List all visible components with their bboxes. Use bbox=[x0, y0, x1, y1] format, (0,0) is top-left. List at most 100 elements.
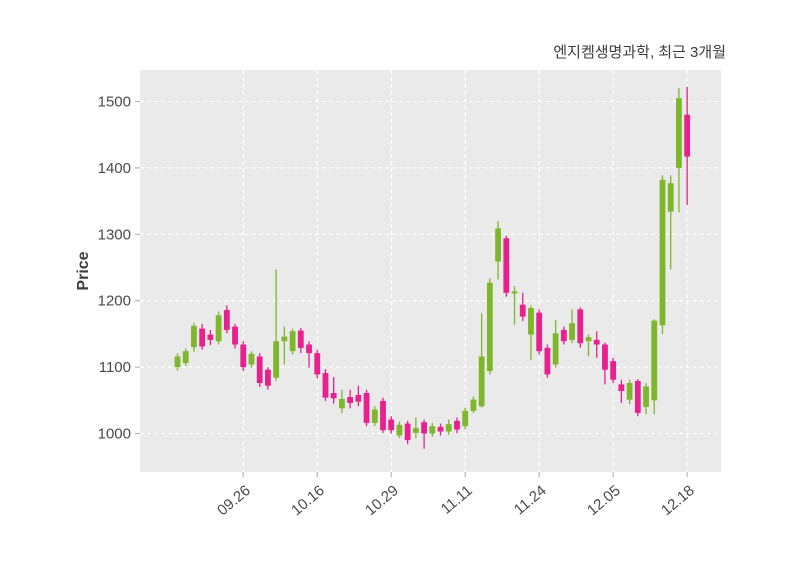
candle bbox=[643, 383, 649, 415]
candle bbox=[240, 341, 247, 372]
candle bbox=[363, 389, 370, 427]
y-tick-label: 1500 bbox=[98, 94, 131, 111]
candle bbox=[281, 326, 288, 365]
candle-body bbox=[363, 392, 370, 423]
candle-body bbox=[495, 228, 501, 262]
candle-body bbox=[643, 386, 649, 407]
candle-body bbox=[470, 399, 477, 411]
candle bbox=[207, 329, 214, 346]
candle bbox=[322, 369, 329, 401]
candle-body bbox=[445, 424, 452, 432]
candle bbox=[371, 406, 378, 427]
candle-body bbox=[544, 347, 551, 375]
candle bbox=[610, 357, 617, 384]
candle-body bbox=[380, 400, 386, 431]
candle-body bbox=[626, 383, 633, 400]
candle bbox=[519, 292, 526, 322]
candle bbox=[314, 349, 321, 379]
candle-body bbox=[174, 356, 181, 368]
candle-body bbox=[265, 369, 271, 386]
candle-body bbox=[577, 309, 584, 344]
candle-body bbox=[536, 312, 543, 352]
candle-body bbox=[412, 428, 419, 433]
plot-panel bbox=[140, 70, 721, 472]
candle-body bbox=[676, 98, 682, 168]
candle bbox=[618, 379, 625, 403]
candle-body bbox=[618, 384, 625, 392]
candle bbox=[330, 377, 337, 404]
candle-body bbox=[429, 426, 436, 434]
candle bbox=[602, 342, 608, 385]
candle-body bbox=[602, 344, 608, 370]
candle-body bbox=[437, 426, 444, 432]
candle-body bbox=[396, 424, 403, 436]
candle bbox=[626, 379, 633, 405]
candle bbox=[256, 353, 263, 388]
candle-body bbox=[478, 356, 485, 407]
candles-layer bbox=[174, 86, 691, 449]
candle-body bbox=[191, 325, 197, 348]
candle-body bbox=[322, 373, 329, 398]
candle bbox=[462, 407, 469, 430]
x-tick-label: 10.29 bbox=[362, 482, 402, 519]
candle bbox=[421, 419, 427, 449]
candle-body bbox=[511, 291, 518, 294]
candle-body bbox=[651, 320, 658, 401]
candle-body bbox=[519, 304, 526, 317]
candle-body bbox=[306, 344, 312, 354]
candle bbox=[478, 313, 485, 408]
candle-body bbox=[486, 282, 493, 372]
candle bbox=[232, 323, 238, 349]
candle-body bbox=[634, 381, 641, 413]
candle bbox=[544, 344, 551, 378]
candle-body bbox=[462, 410, 469, 427]
candle-body bbox=[684, 114, 691, 157]
x-tick-label: 10.16 bbox=[288, 482, 328, 519]
candle bbox=[265, 367, 271, 390]
candle bbox=[495, 221, 501, 280]
y-tick-label: 1400 bbox=[98, 160, 131, 177]
candle bbox=[339, 389, 345, 413]
x-tick-label: 12.05 bbox=[584, 482, 624, 519]
candle bbox=[429, 422, 436, 437]
candle bbox=[528, 305, 534, 360]
candle-body bbox=[560, 329, 567, 342]
candle bbox=[684, 86, 691, 206]
candle bbox=[659, 175, 666, 334]
candle bbox=[273, 269, 280, 382]
candle bbox=[248, 351, 255, 368]
candle bbox=[560, 326, 567, 345]
candle bbox=[396, 421, 403, 439]
candle bbox=[585, 334, 592, 357]
candle-body bbox=[404, 423, 411, 441]
y-tick-label: 1200 bbox=[98, 293, 131, 310]
candle-body bbox=[339, 398, 345, 409]
candle-body bbox=[273, 341, 280, 378]
y-tick-label: 1300 bbox=[98, 226, 131, 243]
candle-body bbox=[593, 339, 600, 345]
candle-body bbox=[659, 179, 666, 326]
candle-body bbox=[207, 334, 214, 340]
candle-body bbox=[667, 183, 674, 212]
candle-body bbox=[569, 323, 575, 340]
candle bbox=[347, 389, 354, 409]
candle bbox=[593, 331, 600, 358]
y-tick-label: 1000 bbox=[98, 426, 131, 443]
candle bbox=[306, 341, 312, 368]
candle bbox=[676, 88, 682, 213]
candle-body bbox=[215, 315, 222, 342]
candle bbox=[388, 416, 395, 434]
candle bbox=[486, 278, 493, 375]
candle-body bbox=[297, 330, 304, 348]
candle bbox=[552, 319, 559, 368]
candle bbox=[470, 396, 477, 413]
candle-body bbox=[281, 336, 288, 342]
candle bbox=[437, 423, 444, 436]
candle bbox=[503, 235, 510, 297]
candle-body bbox=[240, 344, 247, 368]
candle-body bbox=[355, 394, 362, 402]
candle-body bbox=[610, 361, 617, 380]
candle-body bbox=[528, 308, 534, 335]
candle-body bbox=[248, 353, 255, 365]
